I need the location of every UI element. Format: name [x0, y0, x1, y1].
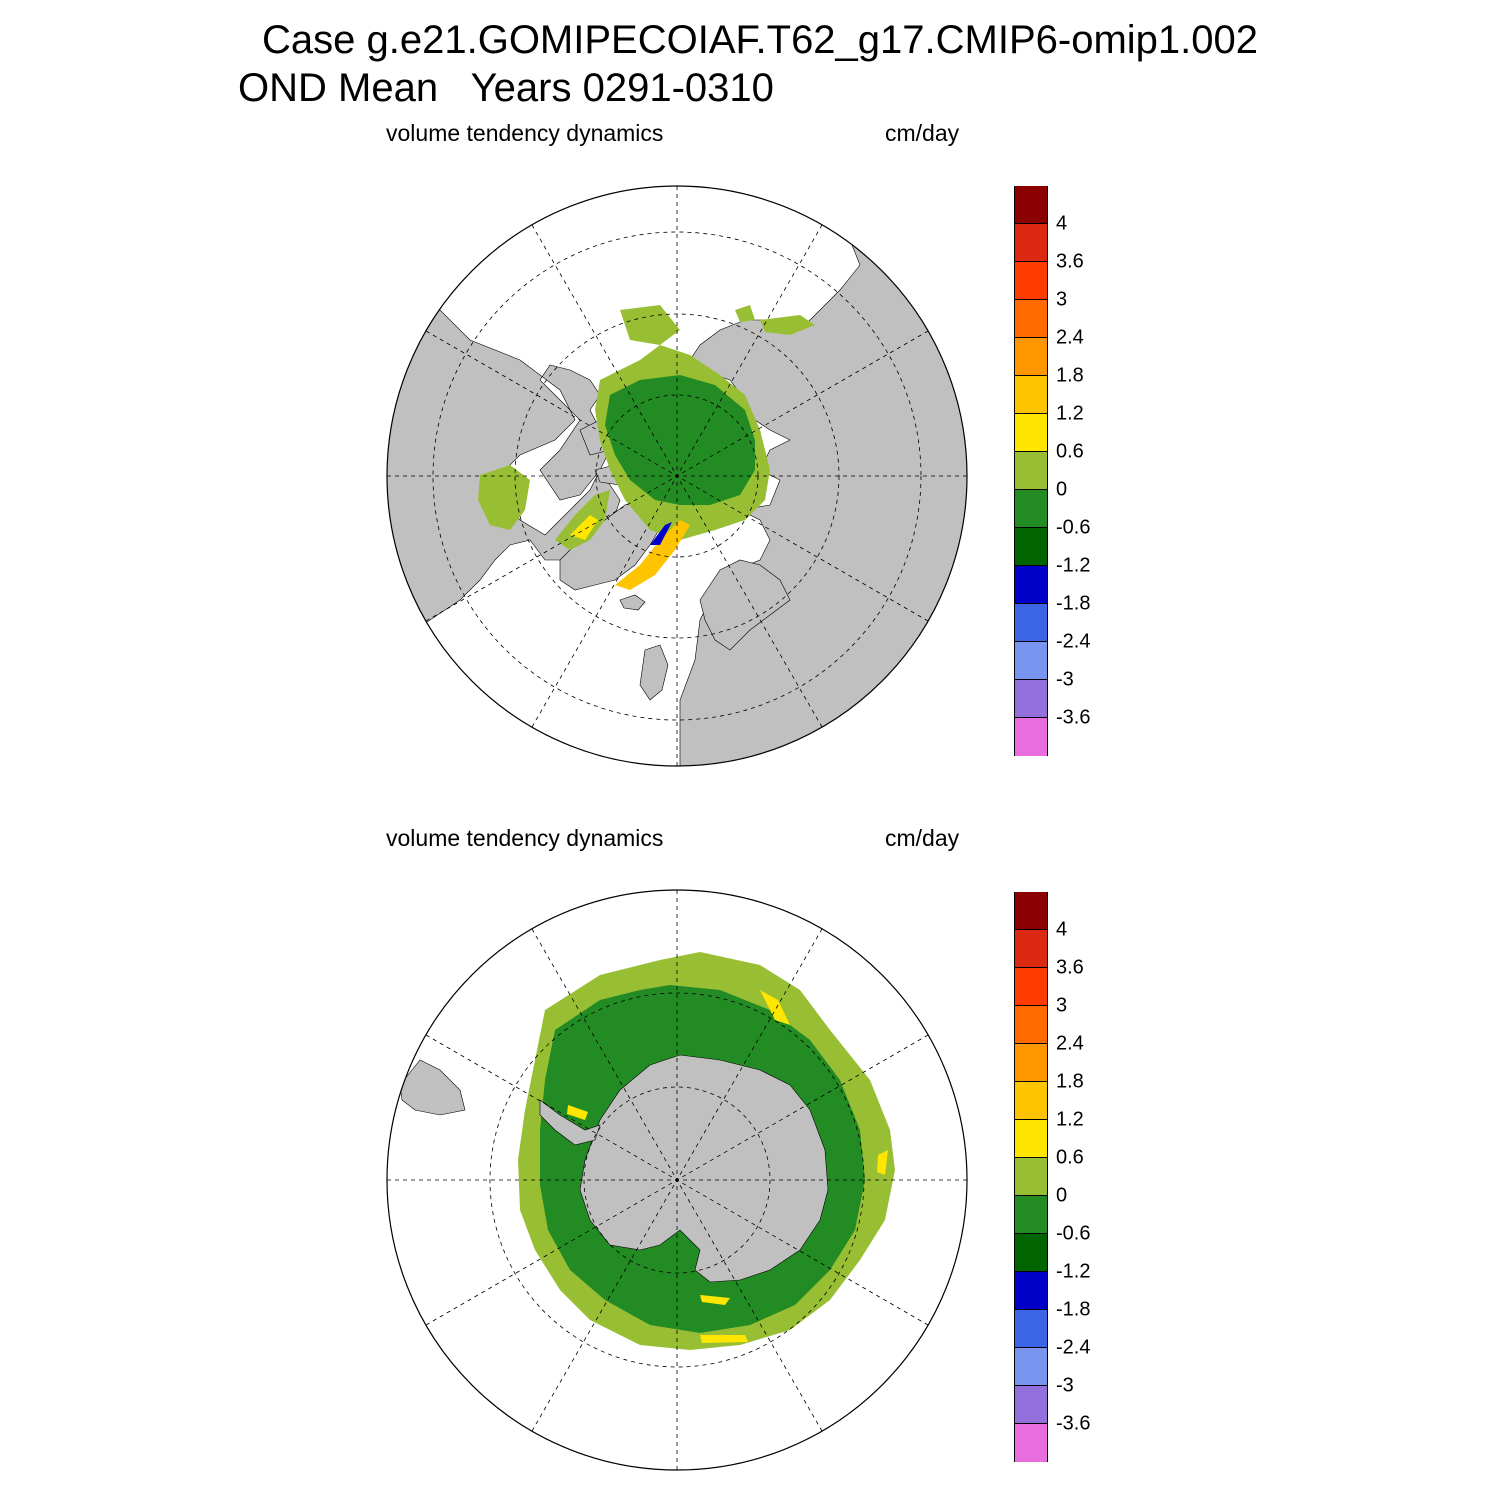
baffin-ice-yellow — [570, 515, 598, 540]
colorbar-tick-label: 1.8 — [1056, 1070, 1084, 1093]
colorbar-swatch — [1015, 718, 1047, 756]
scandinavia-land — [699, 559, 791, 651]
colorbar-swatch — [1015, 642, 1047, 680]
colorbar-tick-label: -3 — [1056, 668, 1074, 691]
colorbar-swatch — [1015, 930, 1047, 968]
antarctica-land — [579, 1054, 829, 1283]
colorbar-frame — [1014, 892, 1048, 1462]
colorbar-swatch — [1015, 1386, 1047, 1424]
colorbar-tick-label: -1.2 — [1056, 1260, 1091, 1283]
antarctic-ice-yellow-1 — [760, 990, 790, 1025]
baffin-ice — [555, 490, 610, 550]
colorbar-frame — [1014, 186, 1048, 756]
north-panel-variable-label: volume tendency dynamics — [386, 120, 664, 146]
colorbar-swatch — [1015, 452, 1047, 490]
colorbar-swatch — [1015, 1006, 1047, 1044]
antarctic-ice-yellow-3 — [700, 1335, 748, 1343]
colorbar-tick-label: -0.6 — [1056, 516, 1091, 539]
colorbar-tick-label: 1.2 — [1056, 402, 1084, 425]
colorbar-swatch — [1015, 186, 1047, 224]
colorbar-swatch — [1015, 414, 1047, 452]
okhotsk-ice-2 — [735, 305, 755, 322]
colorbar-tick-label: 0 — [1056, 1184, 1068, 1207]
colorbar-tick-label: 0.6 — [1056, 440, 1084, 463]
colorbar-tick-label: -2.4 — [1056, 1336, 1091, 1359]
colorbar-tick-label: -3.6 — [1056, 1412, 1091, 1435]
colorbar-swatch — [1015, 680, 1047, 718]
colorbar-swatch — [1015, 262, 1047, 300]
colorbar-swatch — [1015, 376, 1047, 414]
colorbar-swatch — [1015, 892, 1047, 930]
colorbar-swatch — [1015, 604, 1047, 642]
south-graticule — [387, 890, 967, 1470]
colorbar-tick-label: -3 — [1056, 1374, 1074, 1397]
south-panel-units-label: cm/day — [885, 825, 960, 851]
arctic-ice-green — [605, 375, 755, 505]
antarctic-peninsula-land — [539, 1099, 601, 1146]
colorbar-tick-label: 1.8 — [1056, 364, 1084, 387]
figure-title-case: Case g.e21.GOMIPECOIAF.T62_g17.CMIP6-omi… — [262, 18, 1259, 62]
colorbar-tick-label: -0.6 — [1056, 1222, 1091, 1245]
south-land — [399, 1054, 829, 1283]
colorbar-tick-label: 3.6 — [1056, 956, 1084, 979]
colorbar-swatch — [1015, 1310, 1047, 1348]
antarctic-ice-yellow-2 — [877, 1150, 888, 1175]
colorbar-swatch — [1015, 490, 1047, 528]
colorbar-tick-label: -1.2 — [1056, 554, 1091, 577]
colorbar-swatch — [1015, 1082, 1047, 1120]
east-greenland-ice — [615, 520, 690, 590]
antarctic-ice-yellow-4 — [700, 1295, 730, 1305]
south-polar-map — [387, 890, 967, 1470]
colorbar-tick-label: -3.6 — [1056, 706, 1091, 729]
colorbar-swatch — [1015, 566, 1047, 604]
iceland-land — [619, 594, 646, 611]
north-graticule — [387, 186, 967, 766]
colorbar-swatch — [1015, 1120, 1047, 1158]
north-sea-ice — [478, 305, 815, 590]
south-panel-variable-label: volume tendency dynamics — [386, 825, 664, 851]
figure-title-period: OND Mean Years 0291-0310 — [238, 66, 774, 110]
colorbar-swatch — [1015, 1196, 1047, 1234]
colorbar-swatch — [1015, 528, 1047, 566]
colorbar-tick-label: 4 — [1056, 212, 1068, 235]
south-map-border — [386, 889, 968, 1471]
colorbar-tick-label: 2.4 — [1056, 1032, 1084, 1055]
antarctic-ice-yellow-5 — [567, 1105, 588, 1120]
colorbar-tick-label: -1.8 — [1056, 1298, 1091, 1321]
colorbar-tick-label: 3 — [1056, 288, 1068, 311]
colorbar-tick-label: 4 — [1056, 918, 1068, 941]
colorbar-tick-label: 3 — [1056, 994, 1068, 1017]
hudson-bay-ice — [478, 465, 530, 530]
colorbar-swatch — [1015, 300, 1047, 338]
colorbar-swatch — [1015, 338, 1047, 376]
colorbar-swatch — [1015, 1348, 1047, 1386]
colorbar-swatch — [1015, 1272, 1047, 1310]
colorbar-swatch — [1015, 1234, 1047, 1272]
colorbar-tick-label: 0.6 — [1056, 1146, 1084, 1169]
colorbar-tick-label: 2.4 — [1056, 326, 1084, 349]
okhotsk-ice — [760, 315, 815, 335]
uk-land — [639, 644, 669, 701]
east-greenland-blue — [650, 522, 672, 545]
bering-ice — [620, 305, 680, 345]
colorbar-swatch — [1015, 1424, 1047, 1462]
north-panel-units-label: cm/day — [885, 120, 960, 146]
colorbar-swatch — [1015, 968, 1047, 1006]
colorbar-swatch — [1015, 1044, 1047, 1082]
colorbar-tick-label: -2.4 — [1056, 630, 1091, 653]
north-map-border — [386, 185, 968, 767]
colorbar-swatch — [1015, 1158, 1047, 1196]
south-america-land — [399, 1059, 466, 1116]
colorbar-tick-label: 0 — [1056, 478, 1068, 501]
colorbar-tick-label: 1.2 — [1056, 1108, 1084, 1131]
north-polar-map — [387, 186, 967, 766]
colorbar-swatch — [1015, 224, 1047, 262]
colorbar-tick-label: -1.8 — [1056, 592, 1091, 615]
colorbar-tick-label: 3.6 — [1056, 250, 1084, 273]
